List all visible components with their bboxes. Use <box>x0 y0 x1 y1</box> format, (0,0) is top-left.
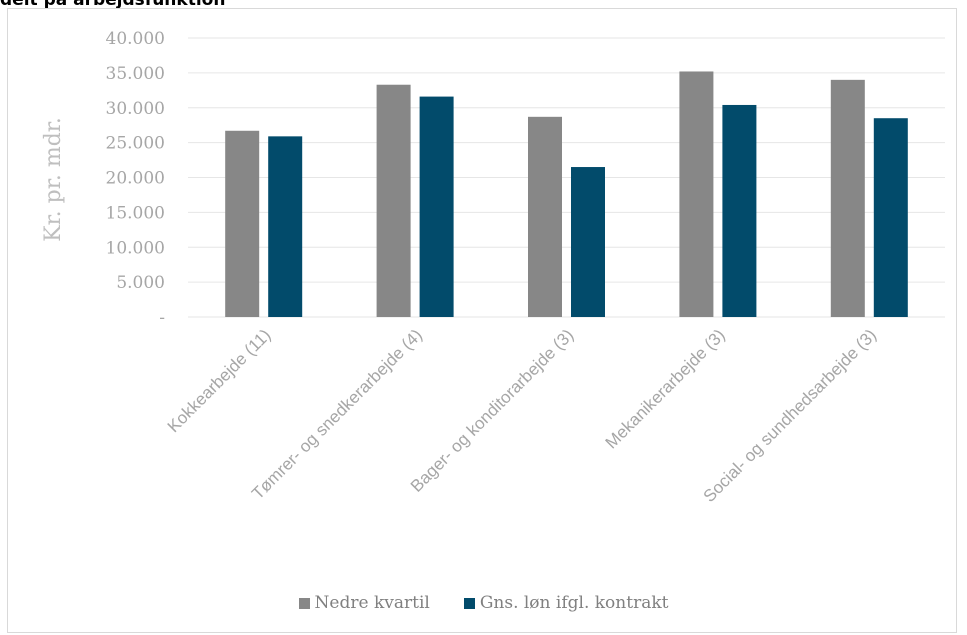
bar-gns-loen <box>268 136 303 317</box>
x-tick-label: Social- og sundhedsarbejde (3) <box>700 325 881 506</box>
bar-nedre-kvartil <box>830 79 865 317</box>
bar-nedre-kvartil <box>376 84 411 317</box>
gridlines <box>188 37 945 318</box>
y-tick-label: 35.000 <box>106 64 165 84</box>
legend-swatch-nedre-kvartil <box>298 597 310 609</box>
legend: Nedre kvartil Gns. løn ifgl. kontrakt <box>0 593 967 613</box>
x-tick-label: Tømrer- og snedkerarbejde (4) <box>248 325 426 503</box>
y-tick-label: 40.000 <box>106 29 165 49</box>
x-tick-label: Kokkearbejde (11) <box>164 325 275 436</box>
legend-item-nedre-kvartil: Nedre kvartil <box>298 593 430 613</box>
y-axis-ticks: - 5.000 10.000 15.000 20.000 25.000 30.000 35.0… <box>106 29 165 328</box>
bar-gns-loen <box>873 118 908 318</box>
bar-gns-loen <box>722 104 757 318</box>
bars <box>225 71 908 318</box>
chart-title-fragment: delt på arbejdsfunktion <box>0 0 226 10</box>
x-axis-ticks: Kokkearbejde (11)Tømrer- og snedkerarbej… <box>164 325 880 506</box>
bar-gns-loen <box>419 96 454 317</box>
y-tick-label: 30.000 <box>106 99 165 119</box>
bar-nedre-kvartil <box>528 116 562 317</box>
chart-area <box>7 8 957 633</box>
y-tick-label: - <box>159 308 165 328</box>
legend-label-gns-loen: Gns. løn ifgl. kontrakt <box>479 593 669 613</box>
x-tick-label: Bager- og konditorarbejde (3) <box>407 325 577 495</box>
x-tick-label: Mekanikerarbejde (3) <box>602 325 729 452</box>
y-axis-title: Kr. pr. mdr. <box>41 117 66 242</box>
legend-item-gns-loen: Gns. løn ifgl. kontrakt <box>463 593 669 613</box>
y-tick-label: 10.000 <box>106 238 165 258</box>
legend-swatch-gns-loen <box>463 597 475 609</box>
y-tick-label: 20.000 <box>106 169 165 189</box>
y-tick-label: 15.000 <box>106 203 165 223</box>
bar-nedre-kvartil <box>225 130 260 317</box>
bar-nedre-kvartil <box>679 71 714 317</box>
y-tick-label: 25.000 <box>106 134 165 154</box>
legend-label-nedre-kvartil: Nedre kvartil <box>314 593 430 613</box>
bar-gns-loen <box>571 167 605 317</box>
y-tick-label: 5.000 <box>116 273 165 293</box>
